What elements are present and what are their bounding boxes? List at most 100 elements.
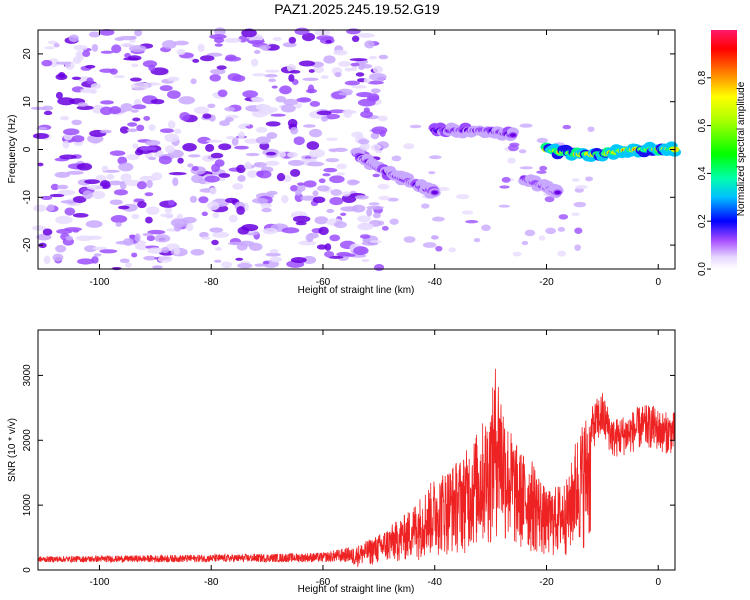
heatmap-cell — [154, 234, 171, 243]
heatmap-cell — [293, 136, 305, 146]
heatmap-cell — [507, 157, 516, 164]
heatmap-cell — [558, 214, 569, 220]
heatmap-cell — [258, 109, 274, 115]
heatmap-cell — [387, 197, 399, 202]
heatmap-cell — [44, 46, 55, 50]
heatmap-cell — [325, 39, 333, 44]
heatmap-cell — [100, 106, 113, 116]
heatmap-cell — [370, 132, 380, 140]
heatmap-cell — [333, 49, 348, 56]
heatmap-cell — [68, 34, 79, 43]
snr-panel: -100 -80 -60 -40 -20 0 0 1000 2000 3000 Height o… — [7, 329, 676, 595]
heatmap-cell — [209, 187, 217, 195]
heatmap-cell — [372, 173, 380, 178]
heatmap-cell — [150, 67, 169, 76]
heatmap-cell — [373, 264, 385, 271]
heatmap-cell — [190, 78, 197, 85]
heatmap-cell — [351, 65, 358, 72]
heatmap-cell — [115, 240, 132, 245]
heatmap-cell — [323, 55, 336, 64]
heatmap-cell — [119, 258, 130, 263]
heatmap-cell — [587, 126, 595, 132]
heatmap-cell — [75, 235, 94, 242]
heatmap-cell — [129, 39, 136, 43]
heatmap-cell — [336, 163, 348, 170]
heatmap-cell — [91, 190, 106, 200]
heatmap-cell — [326, 208, 335, 214]
heatmap-cell — [575, 184, 588, 190]
heatmap-cell — [265, 121, 281, 127]
heatmap-cell — [132, 117, 141, 122]
heatmap-cell — [165, 145, 175, 154]
heatmap-cell — [306, 141, 320, 150]
x-tick-label: -40 — [428, 577, 443, 588]
heatmap-cell — [294, 27, 310, 36]
heatmap-cell — [317, 185, 330, 192]
heatmap-cell — [279, 85, 292, 95]
heatmap-cell — [66, 170, 84, 175]
heatmap-cell — [409, 124, 422, 129]
heatmap-cell — [218, 143, 232, 151]
heatmap-cell — [161, 247, 170, 254]
heatmap-cell — [320, 75, 329, 80]
heatmap-cell — [357, 138, 370, 145]
heatmap-cell — [371, 126, 388, 135]
heatmap-cell — [562, 124, 572, 130]
spectrogram-x-ticks: -100 -80 -60 -40 -20 0 — [89, 30, 661, 288]
heatmap-cell — [357, 222, 374, 231]
heatmap-cell — [272, 37, 282, 41]
heatmap-cell — [77, 102, 88, 107]
heatmap-cell — [262, 227, 278, 235]
heatmap-cell — [148, 156, 157, 161]
heatmap-cell — [72, 56, 82, 64]
heatmap-cell — [148, 124, 156, 131]
heatmap-cell — [381, 225, 389, 231]
heatmap-cell — [115, 222, 122, 227]
y-tick-label: -20 — [22, 237, 33, 252]
heatmap-cell — [129, 77, 142, 82]
x-tick-label: -20 — [539, 277, 554, 288]
heatmap-cell — [329, 197, 344, 206]
x-tick-label: -100 — [89, 277, 109, 288]
heatmap-cell — [143, 115, 151, 121]
heatmap-cell — [211, 239, 219, 246]
heatmap-cell — [324, 243, 332, 251]
heatmap-cell — [109, 106, 122, 115]
heatmap-cell — [287, 159, 305, 166]
heatmap-cell — [232, 183, 244, 190]
heatmap-cell — [249, 40, 265, 44]
heatmap-cell — [109, 199, 123, 205]
heatmap-cell — [120, 173, 132, 182]
heatmap-cell — [280, 104, 296, 113]
heatmap-cell — [167, 120, 176, 129]
heatmap-cell — [359, 142, 370, 151]
heatmap-cell — [430, 235, 439, 240]
heatmap-cell — [113, 189, 128, 196]
heatmap-cell — [59, 154, 77, 160]
heatmap-cell — [134, 233, 141, 242]
heatmap-cell — [221, 261, 233, 269]
heatmap-cell — [538, 235, 546, 241]
heatmap-cell — [201, 236, 211, 240]
heatmap-cell — [521, 240, 529, 246]
heatmap-cell — [36, 127, 48, 131]
heatmap-cell — [215, 247, 222, 251]
x-tick-label: -80 — [204, 577, 219, 588]
heatmap-cell — [71, 76, 82, 81]
heatmap-cell — [336, 172, 346, 176]
heatmap-cell — [214, 43, 223, 47]
heatmap-cell — [286, 64, 297, 72]
heatmap-cell — [366, 208, 373, 217]
heatmap-cell — [225, 54, 237, 61]
heatmap-cell — [287, 151, 298, 158]
heatmap-cell — [370, 88, 381, 94]
heatmap-cell — [389, 218, 399, 225]
heatmap-cell — [237, 174, 246, 182]
heatmap-cell — [202, 113, 212, 119]
heatmap-cell — [346, 28, 361, 35]
heatmap-cell — [86, 184, 103, 191]
heatmap-cell — [136, 124, 145, 132]
heatmap-cell — [199, 231, 209, 238]
heatmap-cell — [364, 40, 375, 49]
